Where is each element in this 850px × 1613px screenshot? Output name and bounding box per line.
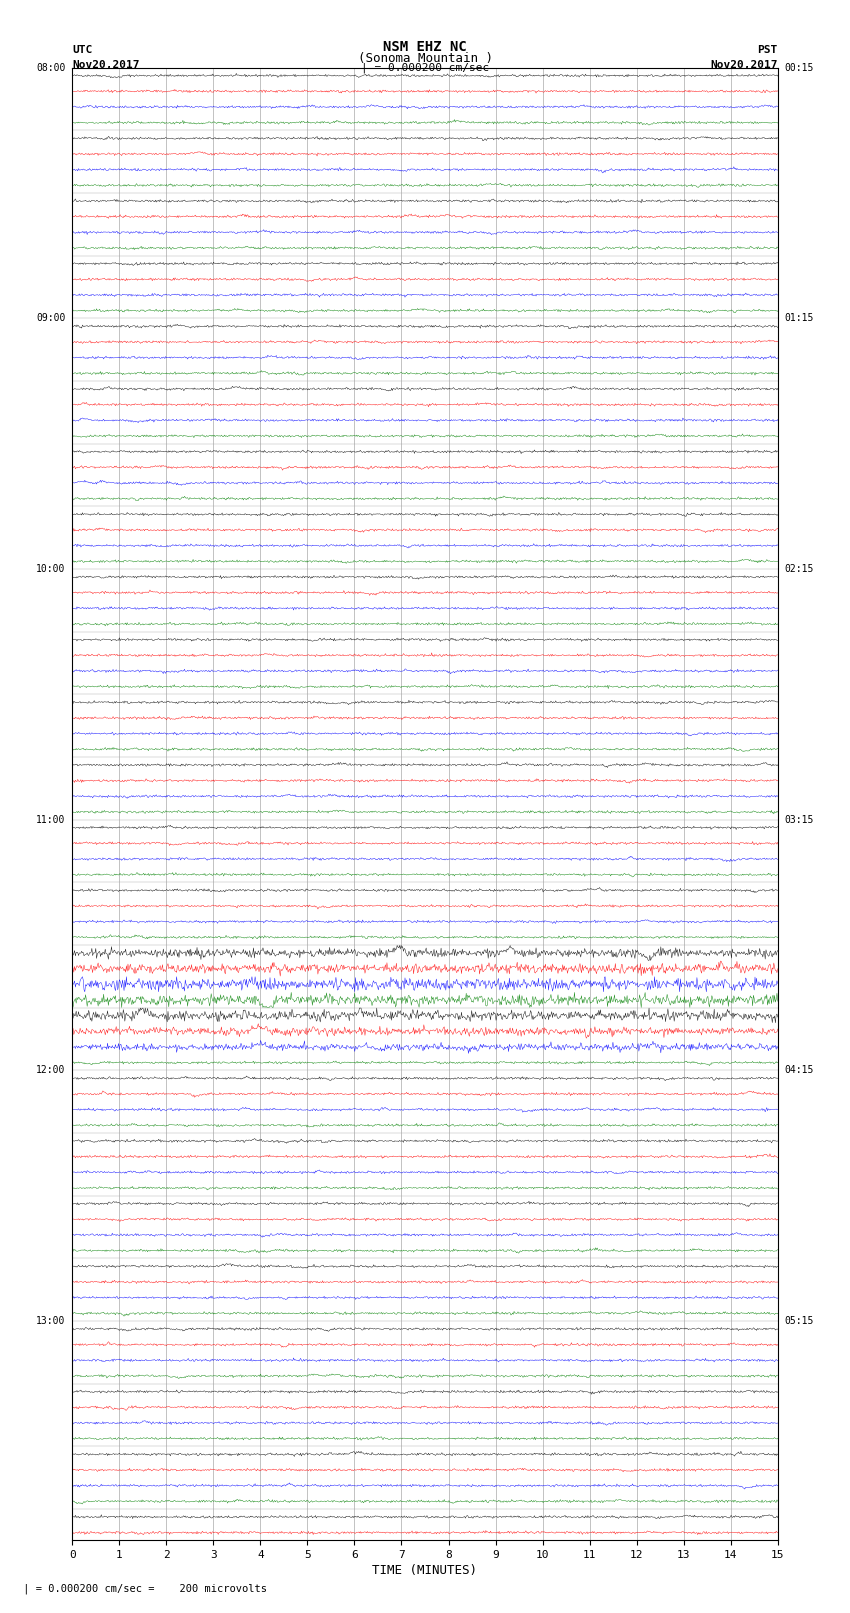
Text: 11:00: 11:00 <box>36 815 65 824</box>
Text: PST: PST <box>757 45 778 55</box>
Text: 10:00: 10:00 <box>36 565 65 574</box>
Text: NSM EHZ NC: NSM EHZ NC <box>383 40 467 55</box>
Text: Nov20,2017: Nov20,2017 <box>72 60 139 69</box>
Text: | = 0.000200 cm/sec: | = 0.000200 cm/sec <box>361 63 489 74</box>
X-axis label: TIME (MINUTES): TIME (MINUTES) <box>372 1565 478 1578</box>
Text: Nov20,2017: Nov20,2017 <box>711 60 778 69</box>
Text: 00:15: 00:15 <box>785 63 814 73</box>
Text: 09:00: 09:00 <box>36 313 65 324</box>
Text: | = 0.000200 cm/sec =    200 microvolts: | = 0.000200 cm/sec = 200 microvolts <box>17 1582 267 1594</box>
Text: 03:15: 03:15 <box>785 815 814 824</box>
Text: UTC: UTC <box>72 45 93 55</box>
Text: 02:15: 02:15 <box>785 565 814 574</box>
Text: 01:15: 01:15 <box>785 313 814 324</box>
Text: 12:00: 12:00 <box>36 1066 65 1076</box>
Text: 04:15: 04:15 <box>785 1066 814 1076</box>
Text: 05:15: 05:15 <box>785 1316 814 1326</box>
Text: (Sonoma Mountain ): (Sonoma Mountain ) <box>358 52 492 65</box>
Text: 13:00: 13:00 <box>36 1316 65 1326</box>
Text: 08:00: 08:00 <box>36 63 65 73</box>
